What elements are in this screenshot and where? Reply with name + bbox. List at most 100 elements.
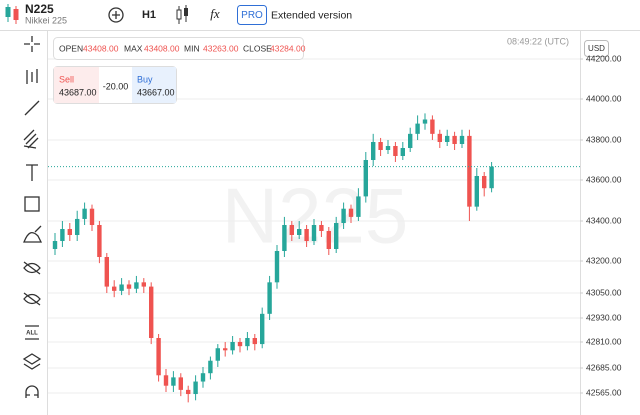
candle-body: [326, 231, 331, 249]
candle-body: [112, 286, 117, 291]
candle-body: [230, 342, 235, 351]
candle-body: [252, 338, 257, 345]
indicators-button[interactable]: fx: [210, 6, 220, 21]
hide-indicators-tool[interactable]: [23, 292, 41, 306]
candle-body: [371, 142, 376, 160]
candle-body: [260, 313, 265, 345]
y-tick-label: 43600.00: [586, 174, 622, 184]
max-value: 43408.00: [144, 43, 180, 53]
extended-version[interactable]: Extended version: [271, 9, 352, 21]
candle-body: [75, 218, 80, 235]
y-tick-label: 44000.00: [586, 93, 622, 103]
shape-tool[interactable]: [24, 196, 40, 212]
candle-body: [67, 229, 72, 235]
currency-box[interactable]: [584, 40, 609, 57]
watermark: N225: [222, 172, 408, 260]
y-tick-label: 42810.00: [586, 336, 622, 346]
candle-body: [363, 160, 368, 197]
candle-body: [489, 166, 494, 189]
close-value: 43284.00: [270, 43, 306, 53]
candle-body: [126, 284, 132, 289]
add-icon: [112, 11, 120, 19]
candle-body: [178, 377, 183, 390]
candle-body: [193, 381, 198, 395]
layers-tool[interactable]: [22, 353, 42, 370]
candle-body: [237, 342, 243, 347]
candle-body: [415, 123, 420, 134]
open-value: 43408.00: [83, 43, 119, 53]
candle-body: [422, 119, 428, 124]
candle-body: [149, 286, 154, 338]
chart-type-button[interactable]: [176, 5, 188, 24]
candle-body: [430, 119, 435, 134]
y-tick-label: 42930.00: [586, 312, 622, 322]
fib-tool[interactable]: [23, 129, 39, 149]
y-tick-label: 43400.00: [586, 215, 622, 225]
candle-body: [163, 375, 169, 386]
magnet-tool[interactable]: [25, 385, 39, 398]
max-label: MAX: [124, 43, 143, 53]
symbol-icon: [5, 4, 19, 24]
candle-body: [60, 229, 65, 241]
candle-body: [378, 142, 383, 150]
candle-body: [311, 225, 317, 241]
sell-label: Sell: [59, 74, 74, 84]
ohlc-values: OPEN 43408.00 MAX 43408.00 MIN 43263.00 …: [59, 43, 306, 53]
candle-body: [156, 338, 161, 376]
candle-body: [393, 146, 398, 156]
candles: [48, 113, 580, 403]
bars-tool[interactable]: [26, 69, 38, 84]
candle-body: [289, 225, 294, 235]
hide-tool[interactable]: [23, 261, 41, 275]
server-time: 08:49:22 (UTC): [507, 36, 569, 46]
candle-body: [467, 135, 472, 207]
pro-badge[interactable]: [237, 5, 267, 25]
symbol[interactable]: N225: [25, 2, 54, 16]
buy-button[interactable]: [132, 67, 176, 103]
y-tick-label: 43050.00: [586, 287, 622, 297]
candle-body: [208, 360, 213, 374]
left-toolbar: [22, 36, 43, 398]
candle-body: [445, 135, 450, 142]
sell-button[interactable]: [54, 67, 99, 103]
y-tick-label: 43200.00: [586, 255, 622, 265]
candle-body: [89, 208, 95, 225]
spread: -20.00: [103, 81, 129, 91]
candle-body: [474, 176, 479, 207]
candle-body: [304, 229, 309, 241]
ohlc-box: [53, 37, 304, 60]
candle-body: [97, 225, 102, 257]
pro-label: PRO: [241, 10, 263, 21]
delete-all-tool[interactable]: [25, 325, 39, 340]
candle-body: [348, 208, 354, 217]
candle-body: [452, 135, 457, 144]
brush-tool[interactable]: [23, 225, 43, 243]
y-tick-label: 42685.00: [586, 362, 622, 372]
line-tool[interactable]: [24, 100, 40, 116]
y-tick-label: 42565.00: [586, 387, 622, 397]
candle-body: [408, 133, 413, 148]
candle-body: [319, 225, 324, 231]
candle-body: [356, 196, 361, 217]
crosshair-tool[interactable]: [24, 36, 40, 52]
candle-body: [52, 241, 58, 249]
candle-body: [186, 389, 191, 395]
candle-body: [171, 377, 176, 386]
candle-body: [245, 338, 250, 347]
add-button[interactable]: [108, 7, 124, 23]
candle-body: [482, 176, 487, 189]
candle-body: [437, 133, 442, 142]
y-tick-label: 43800.00: [586, 134, 622, 144]
timeframe[interactable]: H1: [142, 9, 156, 21]
sell-price: 43687.00: [59, 87, 97, 97]
candle-body: [297, 229, 302, 235]
min-value: 43263.00: [203, 43, 239, 53]
symbol-name: Nikkei 225: [25, 15, 67, 25]
top-bar: [0, 0, 640, 30]
buy-label: Buy: [137, 74, 153, 84]
candle-body: [119, 284, 124, 291]
text-tool[interactable]: [26, 164, 38, 181]
candle-body: [82, 208, 87, 219]
candle-body: [341, 208, 346, 223]
